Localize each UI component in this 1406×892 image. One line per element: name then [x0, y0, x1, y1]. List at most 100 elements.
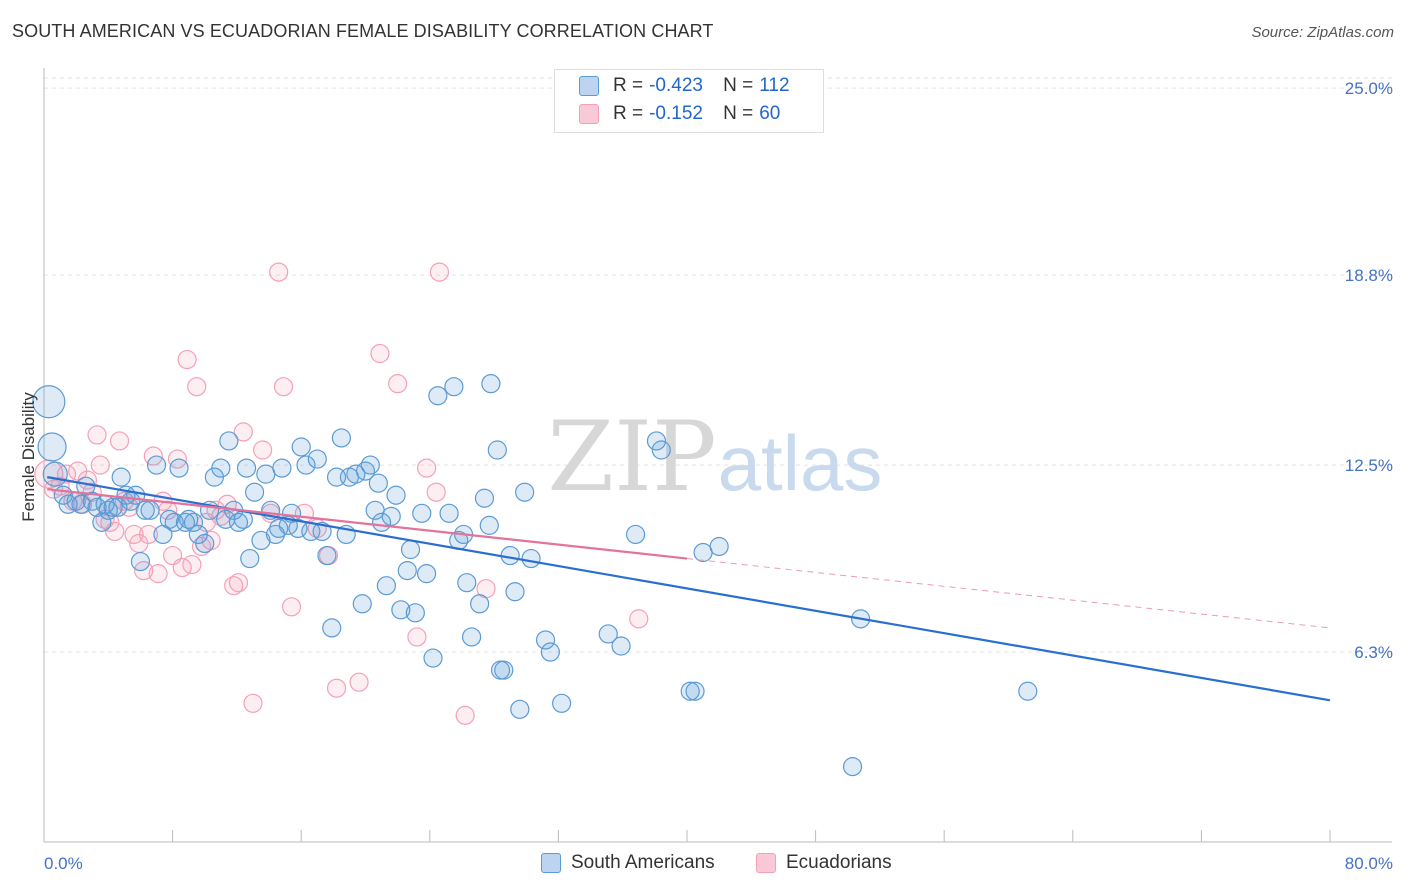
south-american-point-21 [140, 500, 160, 520]
south-american-point-42 [244, 482, 265, 502]
legend-item-ecuadorians[interactable]: Ecuadorians [756, 852, 892, 874]
ecuadorian-point-28 [177, 349, 197, 370]
ecuadorian-point-45 [281, 597, 302, 617]
axes [43, 68, 1392, 843]
ecuadorian-point-50 [349, 672, 369, 692]
south-american-point-0 [32, 385, 66, 419]
ecuadorian-point-52 [388, 374, 408, 394]
south-american-point-101 [552, 693, 572, 713]
y-tick-label-2: 12.5% [1345, 456, 1393, 475]
south-american-point-55 [307, 449, 327, 469]
south-american-point-85 [457, 573, 477, 593]
x-tick-label-max: 80.0% [1345, 854, 1393, 873]
south-american-point-79 [423, 648, 443, 668]
ecuadorian-point-41 [253, 440, 273, 460]
ecuadorian-point-54 [416, 458, 437, 478]
south-american-point-111 [842, 757, 863, 777]
south-american-point-74 [397, 561, 417, 581]
south-american-point-29 [183, 512, 204, 532]
south-american-point-98 [521, 548, 541, 569]
legend-swatch-pink [579, 104, 599, 124]
south-american-point-25 [164, 512, 184, 532]
south-american-point-73 [391, 600, 411, 620]
south-american-point-108 [685, 681, 705, 701]
south-american-point-72 [386, 485, 406, 505]
south-american-point-70 [376, 576, 396, 596]
south-american-point-82 [444, 377, 464, 397]
south-american-point-76 [405, 603, 425, 623]
legend-r-value: -0.152 [649, 103, 703, 124]
south-american-point-6 [71, 494, 91, 514]
legend-label: South Americans [571, 852, 715, 873]
legend-swatch-pink [756, 853, 776, 873]
south-american-point-96 [510, 699, 530, 719]
south-american-point-78 [416, 564, 437, 584]
ecuadorian-point-29 [182, 554, 202, 575]
south-american-point-31 [195, 533, 215, 554]
south-american-point-56 [312, 521, 332, 542]
ecuadorian-point-30 [187, 377, 207, 397]
legend-row-ecuadorians: R = -0.152 N = 60 [579, 101, 780, 127]
south-american-point-95 [505, 582, 525, 602]
south-american-point-109 [693, 542, 713, 563]
legend-swatch-blue [579, 76, 599, 96]
x-tick-labels: 0.0% 80.0% [44, 854, 1393, 873]
south-american-point-13 [103, 497, 123, 517]
legend-r-label: R = [613, 75, 644, 96]
south-american-point-89 [479, 515, 499, 535]
ecuadorian-point-56 [429, 262, 450, 282]
south-american-point-106 [651, 440, 671, 460]
south-american-point-80 [428, 386, 448, 406]
y-tick-label-0: 25.0% [1345, 79, 1393, 98]
ecuadorian-point-39 [233, 422, 253, 442]
y-tick-labels: 25.0% 18.8% 12.5% 6.3% [1345, 79, 1393, 662]
legend-n-value: 60 [759, 103, 781, 124]
south-american-point-64 [352, 594, 372, 614]
ecuadorian-point-14 [109, 431, 130, 451]
watermark-zip: ZIP [547, 401, 716, 513]
trend-lines [47, 476, 1331, 702]
series-legend: South Americans Ecuadorians [0, 852, 1406, 876]
legend-row-south-americans: R = -0.423 N = 112 [579, 73, 790, 99]
ecuadorian-point-57 [455, 705, 475, 725]
ecuadorian-point-38 [228, 573, 249, 593]
south-american-point-87 [470, 594, 490, 614]
south-american-point-41 [240, 548, 260, 569]
ecuadorians-trend-line [47, 488, 688, 560]
south-american-point-100 [540, 642, 560, 662]
south-american-point-71 [381, 506, 401, 526]
south-american-point-52 [291, 437, 311, 457]
ecuadorian-point-20 [138, 524, 159, 545]
south-american-point-105 [646, 431, 667, 451]
south-american-point-110 [709, 536, 729, 557]
source-label: Source: ZipAtlas.com [1251, 24, 1394, 41]
south-americans-trend-line [47, 476, 1331, 702]
ecuadorian-point-31 [191, 536, 212, 557]
south-american-point-66 [360, 455, 380, 475]
south-american-point-36 [219, 431, 239, 451]
y-axis-label: Female Disability [19, 392, 38, 522]
ecuadorian-point-43 [269, 262, 289, 282]
south-american-point-60 [331, 428, 351, 448]
south-american-point-104 [625, 524, 646, 545]
south-american-point-27 [175, 512, 196, 532]
south-american-point-75 [400, 539, 421, 560]
ecuadorian-point-53 [407, 627, 427, 647]
legend-item-south-americans[interactable]: South Americans [541, 852, 715, 874]
ecuadorian-point-17 [124, 524, 144, 545]
legend-swatch-blue [541, 853, 561, 873]
watermark: ZIP atlas [547, 401, 882, 513]
chart-title: SOUTH AMERICAN VS ECUADORIAN FEMALE DISA… [12, 21, 714, 41]
south-american-point-22 [146, 455, 167, 475]
ecuadorian-point-51 [370, 343, 390, 364]
ecuadorian-point-55 [426, 482, 446, 502]
south-american-point-57 [317, 545, 337, 566]
y-tick-label-1: 18.8% [1345, 266, 1393, 285]
south-american-point-102 [598, 624, 618, 644]
south-american-point-68 [368, 473, 388, 493]
south-american-point-20 [135, 500, 155, 520]
legend-n-label: N = [723, 103, 754, 124]
south-american-point-2 [42, 461, 68, 487]
south-american-point-15 [111, 467, 131, 487]
